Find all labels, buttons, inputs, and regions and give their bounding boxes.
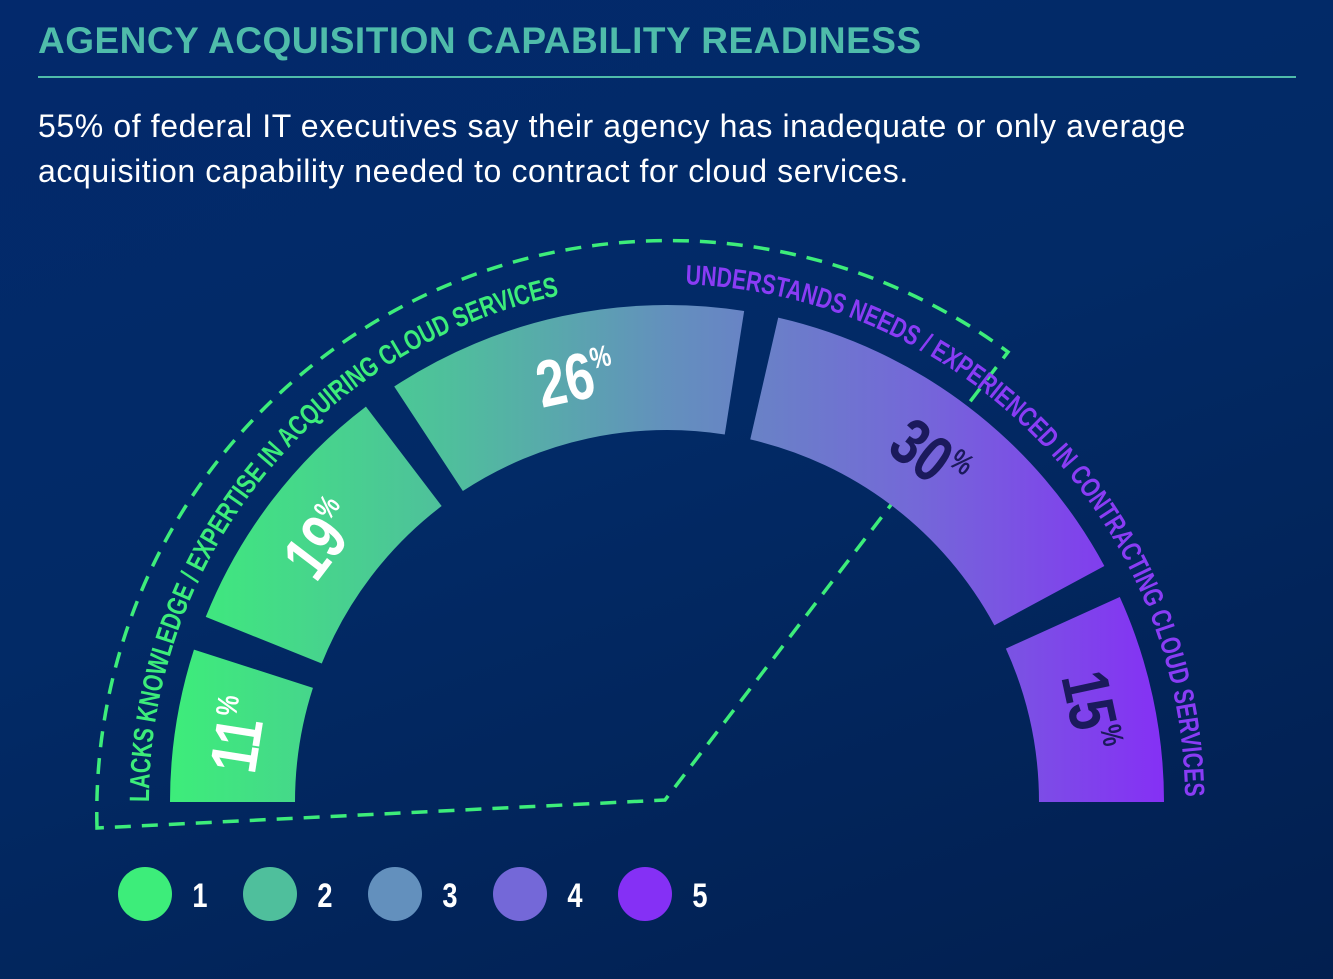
- legend-label-3: 3: [442, 876, 457, 915]
- legend-swatch-4: [493, 867, 547, 921]
- value-unit: %: [210, 692, 246, 718]
- gauge-segments: [170, 305, 1164, 802]
- gauge-segment-4: [750, 317, 1105, 626]
- legend-swatch-1: [118, 867, 172, 921]
- legend: 1 2 3 4 5: [118, 867, 708, 921]
- legend-label-5: 5: [692, 876, 707, 915]
- gauge-segment-5: [1005, 597, 1164, 802]
- legend-label-4: 4: [567, 876, 582, 915]
- value-label-5: 15%: [1047, 664, 1137, 756]
- page-title: AGENCY ACQUISITION CAPABILITY READINESS: [38, 20, 922, 61]
- gauge-segment-2: [205, 406, 442, 664]
- title-divider: [38, 76, 1296, 78]
- legend-swatch-5: [618, 867, 672, 921]
- legend-swatch-2: [243, 867, 297, 921]
- legend-label-2: 2: [317, 876, 332, 915]
- value-label-3: 26%: [529, 332, 621, 422]
- value-number: 11: [195, 712, 277, 777]
- legend-label-1: 1: [192, 876, 207, 915]
- value-label-1: 11%: [195, 691, 280, 777]
- subtitle: 55% of federal IT executives say their a…: [38, 108, 1186, 189]
- legend-swatch-3: [368, 867, 422, 921]
- gauge-segment-1: [170, 649, 313, 802]
- highlight-dashed-outline: [95, 238, 1011, 830]
- gauge-segment-3: [394, 305, 745, 492]
